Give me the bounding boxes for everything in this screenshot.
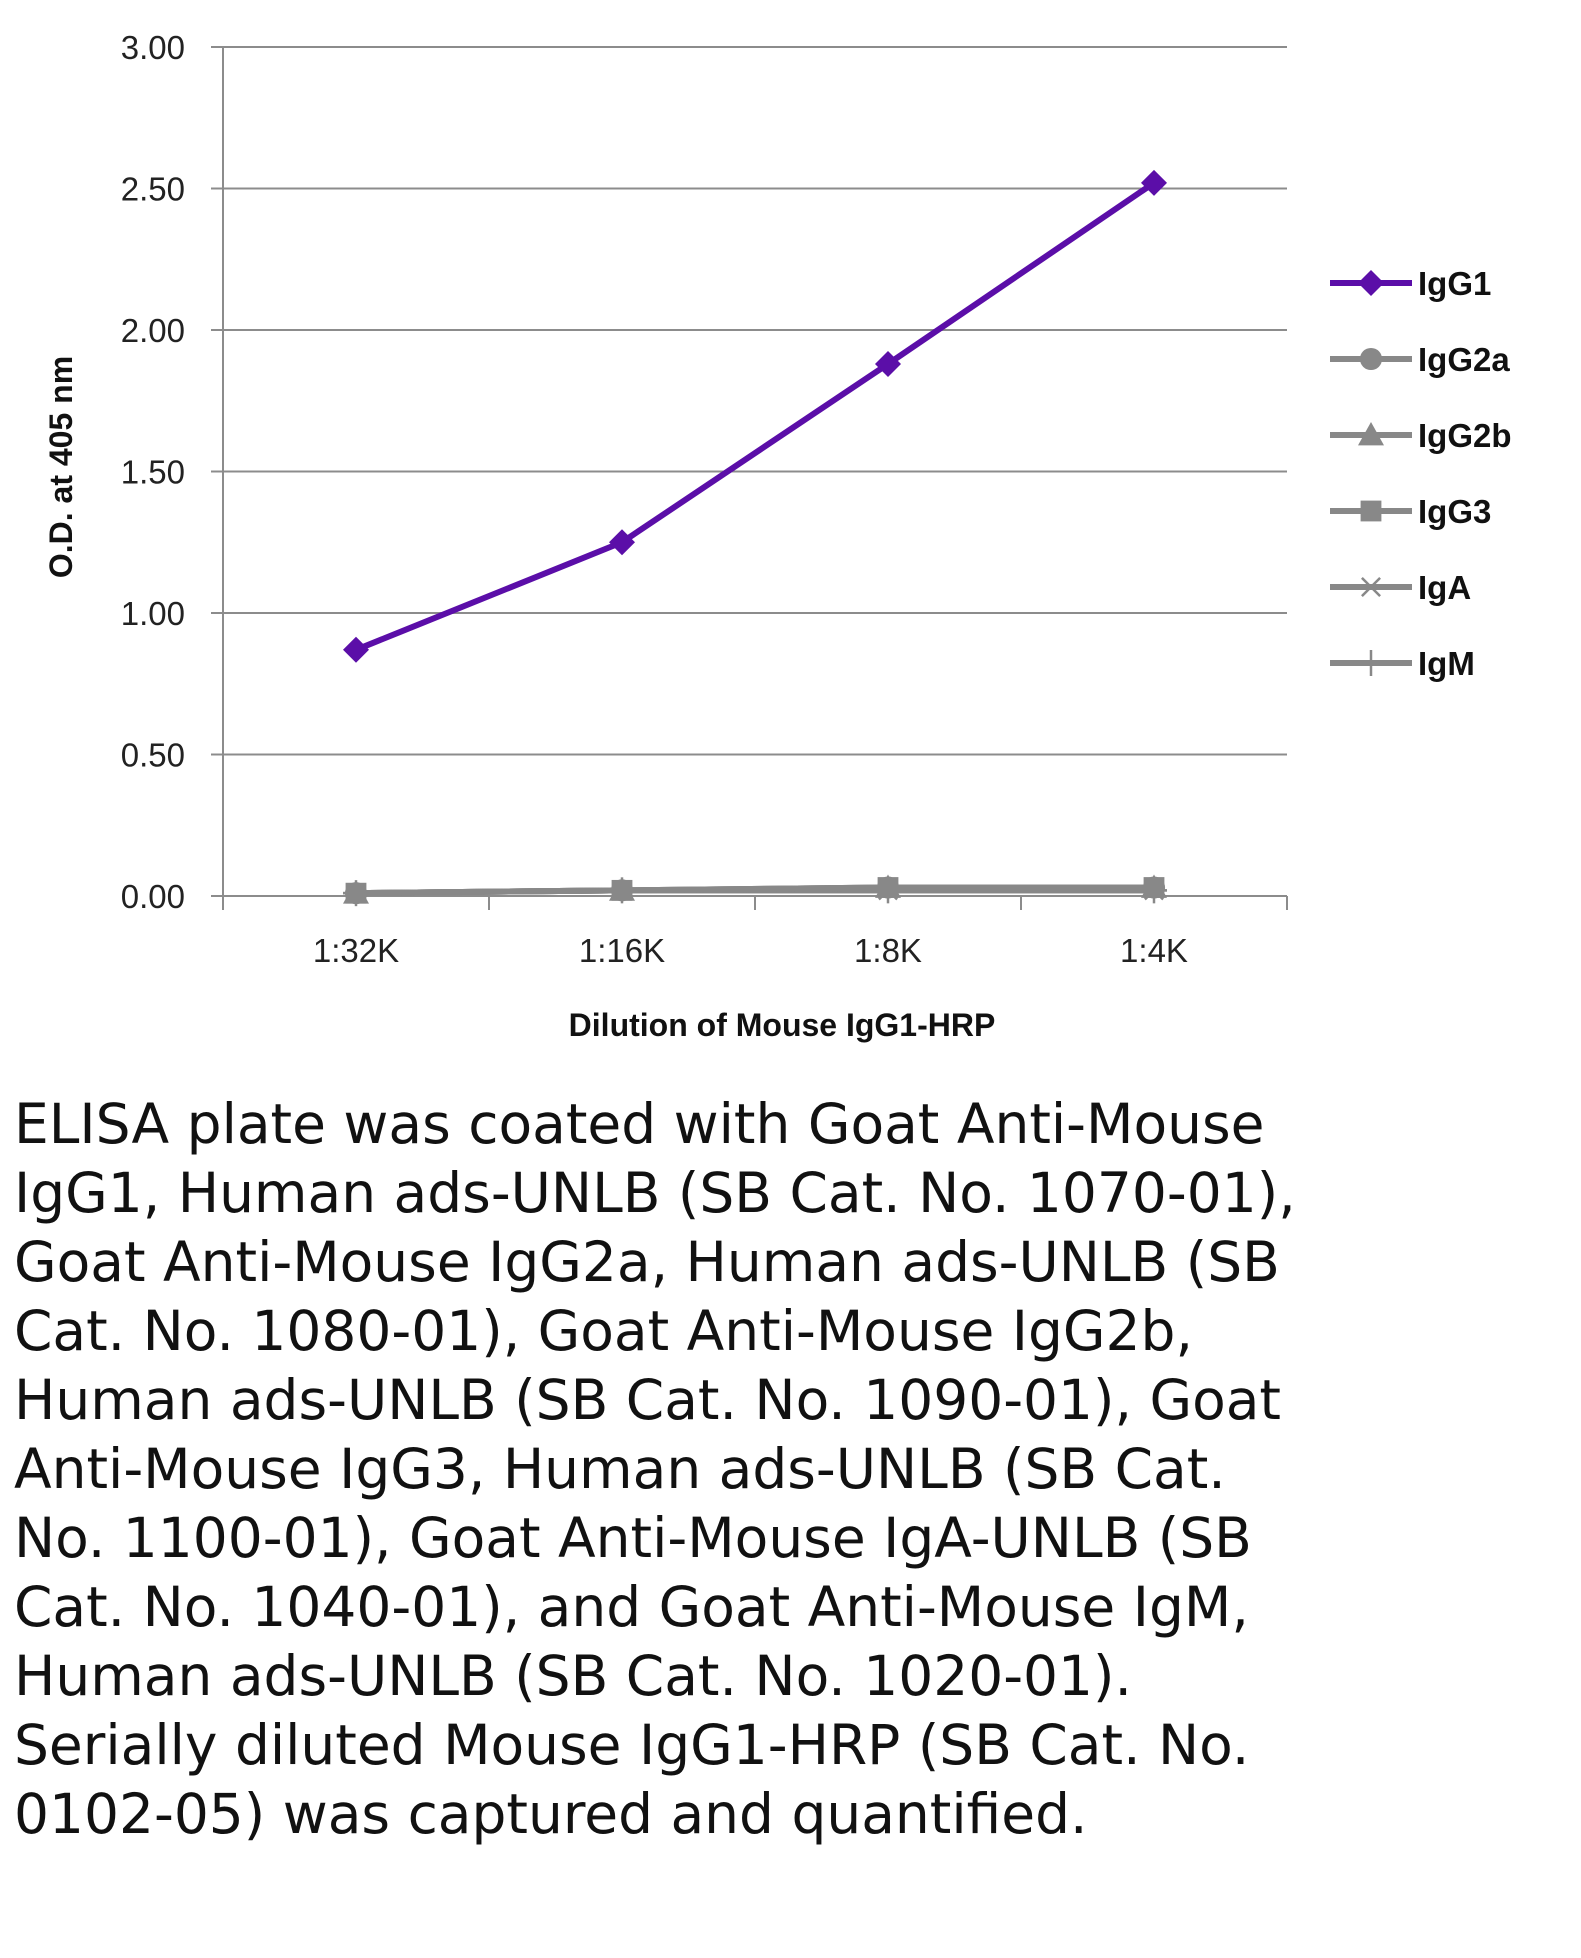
- x-axis-title: Dilution of Mouse IgG1-HRP: [569, 1007, 996, 1043]
- data-point-igg1: [609, 529, 635, 556]
- data-point-igg2a: [344, 882, 368, 905]
- legend-label-igg2b: IgG2b: [1418, 417, 1512, 454]
- legend-marker-igg1: [1358, 270, 1384, 296]
- y-axis-title: O.D. at 405 nm: [43, 356, 79, 578]
- figure-caption: ELISA plate was coated with Goat Anti-Mo…: [14, 1092, 1314, 1846]
- y-tick-label: 0.00: [121, 878, 185, 915]
- legend-marker-igg2b: [1358, 422, 1384, 446]
- series-line-igg2a: [355, 884, 1154, 897]
- x-tick-label: 1:8K: [854, 932, 922, 969]
- gridlines: [223, 46, 1287, 756]
- legend-label-igg1: IgG1: [1418, 265, 1491, 302]
- axes: 0.00 0.50 1.00 1.50 2.00 2.50 3.00 1:32K 1:16K 1:…: [121, 29, 1288, 969]
- legend-marker-igm: [1358, 650, 1384, 676]
- data-point-igg2a: [1142, 876, 1166, 899]
- y-tick-label: 3.00: [121, 29, 185, 66]
- y-tick-label: 1.00: [121, 595, 185, 632]
- data-point-igg1: [343, 636, 369, 663]
- legend-label-igm: IgM: [1418, 645, 1475, 682]
- legend-marker-igg3: [1360, 500, 1382, 522]
- elisa-line-chart: 0.00 0.50 1.00 1.50 2.00 2.50 3.00 1:32K 1:16K 1:…: [43, 29, 1512, 1043]
- legend-label-igg3: IgG3: [1418, 493, 1491, 530]
- y-tick-label: 1.50: [121, 454, 185, 491]
- data-point-igg2a: [876, 876, 900, 899]
- legend-label-igg2a: IgG2a: [1418, 341, 1510, 378]
- data-point-igg1: [1141, 169, 1167, 196]
- legend-marker-iga: [1358, 577, 1384, 597]
- y-tick-label: 2.50: [121, 171, 185, 208]
- legend-label-iga: IgA: [1418, 569, 1471, 606]
- y-tick-label: 2.00: [121, 312, 185, 349]
- y-tick-label: 0.50: [121, 737, 185, 774]
- legend: IgG1 IgG2a IgG2b IgG3 IgA IgM: [1330, 265, 1512, 682]
- series: [343, 169, 1167, 907]
- legend-marker-igg2a: [1359, 347, 1383, 371]
- data-point-igg2a: [610, 879, 634, 902]
- series-line-igg1: [354, 180, 1156, 653]
- x-tick-label: 1:4K: [1120, 932, 1188, 969]
- data-point-igg1: [875, 350, 901, 377]
- x-tick-label: 1:16K: [579, 932, 665, 969]
- x-tick-label: 1:32K: [313, 932, 399, 969]
